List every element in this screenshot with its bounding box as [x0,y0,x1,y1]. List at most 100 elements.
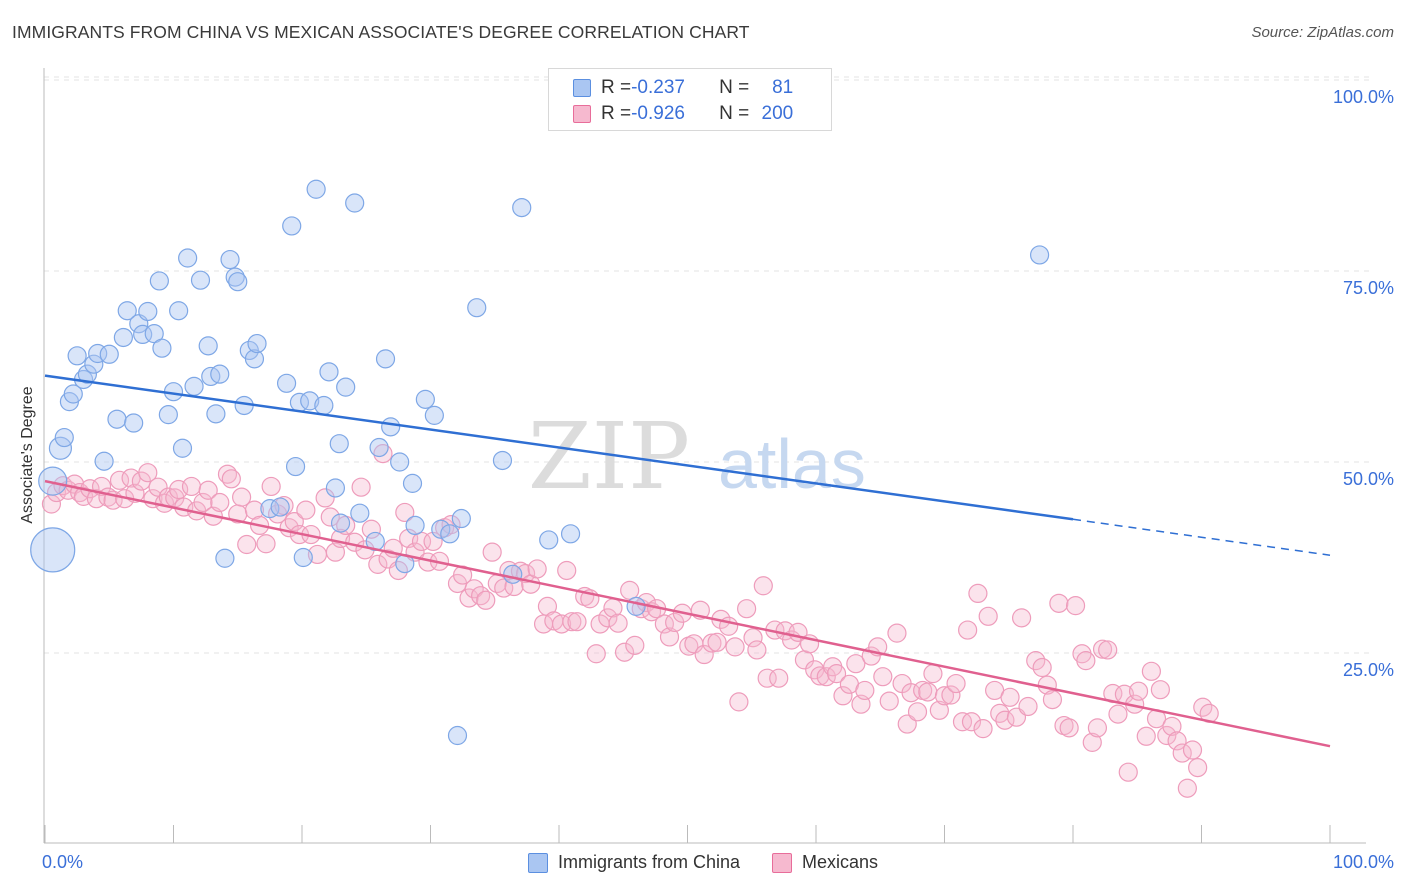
china-point [276,373,297,393]
legend-row-mexican: R = -0.926 N = 200 [573,103,793,125]
mexican-point [897,714,917,734]
china-point [319,362,339,382]
mexican-point [1082,732,1102,752]
mexican-point [1087,718,1108,738]
mexican-point [351,477,371,497]
mexican-legend-label: Mexicans [802,852,879,872]
mexican-point [361,519,381,539]
china-point [300,391,320,411]
china-point [447,725,468,746]
mexican-point [729,692,749,712]
series-legend: Immigrants from China Mexicans [0,852,1406,873]
mexican-swatch [573,105,591,123]
china-point [113,327,133,348]
china-point [206,404,226,424]
china-point [172,438,193,458]
china-point [503,564,523,584]
mexican-point [625,635,645,655]
china-point [184,376,204,396]
mexican-point [296,500,316,520]
china-point [512,197,532,218]
mexican-n-value: 200 [761,103,794,124]
legend-item-china: Immigrants from China [527,852,740,873]
y-tick-25: 25.0% [1342,660,1394,680]
mexican-point [873,667,893,687]
mexican-point [826,664,847,684]
mexican-point [1011,608,1032,628]
mexican-point [941,685,961,705]
y-tick-50: 50.0% [1342,469,1394,489]
china-point [107,409,127,429]
mexican-point [482,542,502,562]
mexican-point [256,534,276,554]
mexican-point [1076,651,1096,671]
mexican-point [737,599,757,619]
china-point [190,270,211,290]
china-point [285,456,306,477]
mexican-point [232,487,252,507]
mexican-point [210,492,230,513]
china-point [198,336,218,356]
china-point [306,179,326,199]
mexican-point [1059,718,1079,738]
mexican-point [707,632,727,652]
mexican-n-label: N = [719,103,750,124]
china-n-value: 81 [772,77,794,98]
mexican-point [395,502,415,523]
mexican-point [958,620,978,640]
china-r-label: R = [601,77,632,98]
china-point [381,417,401,437]
mexican-point [694,644,714,665]
mexican-point [1092,639,1113,659]
mexican-point [968,583,988,604]
china-point [215,548,235,568]
mexican-point [1182,740,1203,760]
china-point [329,434,349,454]
mexican-point [567,612,587,632]
mexican-point [769,668,789,688]
china-point [282,216,302,236]
china-r-value: -0.237 [631,77,685,98]
mexican-point [907,702,928,722]
mexican-point [1157,725,1177,746]
mexican-point [109,470,130,490]
china-point [169,301,189,321]
china-point [314,395,334,416]
china-point [210,364,230,384]
china-point [626,596,646,616]
mexican-point [261,476,281,497]
mexican-point [887,623,907,643]
mexican-point [833,686,853,706]
mexican-point [244,500,265,520]
mexican-point [747,640,767,660]
mexican-point [562,612,582,632]
mexican-point [138,463,158,483]
watermark-atlas: atlas [718,425,866,503]
mexican-point [221,469,241,489]
china-point [124,413,144,433]
china-point [492,450,513,471]
china-point [247,333,267,354]
china-point [350,503,370,523]
watermark-zip: ZIP [528,403,690,510]
china-point [539,530,559,550]
mexican-point [1167,731,1187,751]
mexican-point [846,654,866,674]
mexican-point [315,488,335,508]
china-point [369,437,389,458]
mexican-point [1018,696,1038,717]
mexican-point [494,578,514,598]
mexican-point [608,613,628,633]
mexican-point [598,608,618,628]
legend-row-china: R = -0.237 N = 81 [573,77,793,99]
china-point [405,515,425,536]
china-point [228,272,248,292]
china-point [402,473,423,493]
mexican-r-value: -0.926 [631,103,685,124]
source-credit: Source: ZipAtlas.com [1251,24,1394,41]
mexican-point [929,700,949,720]
china-point [390,452,410,472]
mexican-point [757,668,777,688]
china-point [270,497,290,517]
